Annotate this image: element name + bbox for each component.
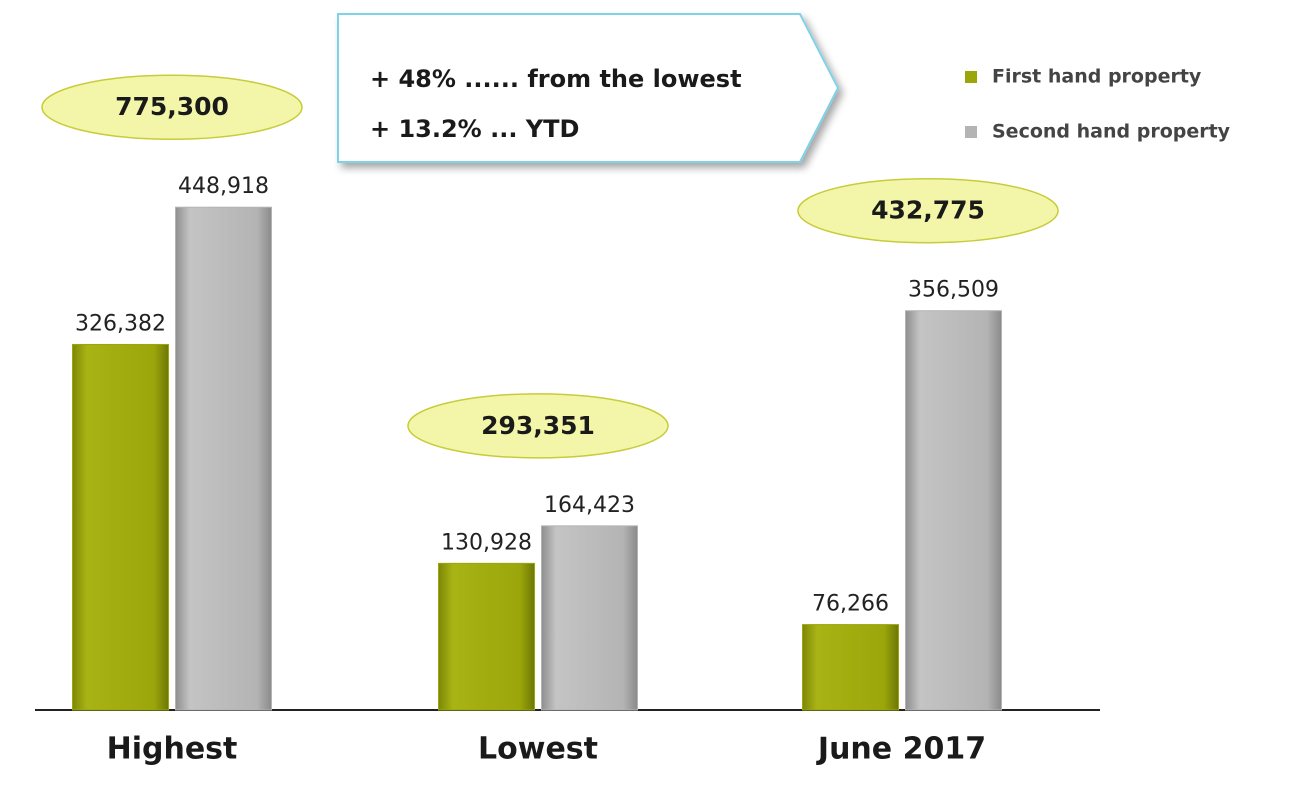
legend-swatch xyxy=(965,126,977,138)
legend-swatch xyxy=(965,71,977,83)
callout-text: + 48% ...... from the lowest xyxy=(370,65,742,93)
bar xyxy=(802,624,899,711)
value-label: 130,928 xyxy=(441,530,532,555)
callout-text: + 13.2% ... YTD xyxy=(370,115,579,143)
value-label: 326,382 xyxy=(75,311,166,336)
value-label: 448,918 xyxy=(178,174,269,199)
legend-label: Second hand property xyxy=(992,121,1231,143)
bar xyxy=(72,343,169,711)
legend-label: First hand property xyxy=(992,66,1202,88)
x-tick-label: Highest xyxy=(107,732,238,767)
bar xyxy=(175,206,272,711)
value-label: 164,423 xyxy=(544,493,635,518)
bar xyxy=(541,525,638,711)
x-tick-label: Lowest xyxy=(478,732,598,767)
callout: + 48% ...... from the lowest + 13.2% ...… xyxy=(337,13,840,163)
total-bubble xyxy=(797,177,1059,244)
total-label: 775,300 xyxy=(115,92,229,121)
x-tick-label: June 2017 xyxy=(816,732,986,767)
total-label: 293,351 xyxy=(481,411,595,440)
value-label: 356,509 xyxy=(908,278,999,303)
callout-box xyxy=(337,13,840,163)
value-label: 76,266 xyxy=(812,592,889,617)
total-label: 432,775 xyxy=(871,196,985,225)
total-bubble xyxy=(41,74,303,140)
total-bubble xyxy=(407,393,669,459)
bar xyxy=(438,562,535,711)
bar xyxy=(905,310,1002,711)
